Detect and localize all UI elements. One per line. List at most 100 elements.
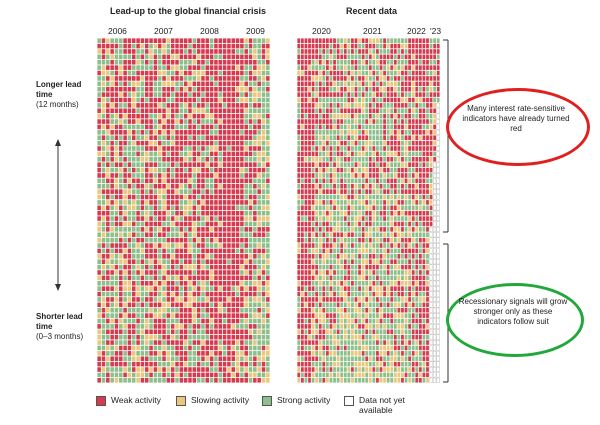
heatmap-cell xyxy=(411,86,415,92)
heatmap-cell xyxy=(144,216,149,221)
heatmap-cell xyxy=(368,205,372,211)
heatmap-cell xyxy=(244,286,248,291)
heatmap-cell xyxy=(140,243,145,248)
heatmap-cell xyxy=(408,108,411,114)
heatmap-cell xyxy=(144,237,149,243)
heatmap-cell xyxy=(183,124,188,130)
heatmap-cell xyxy=(110,351,114,356)
heatmap-cell xyxy=(361,367,365,372)
heatmap-cell xyxy=(422,221,426,227)
heatmap-cell xyxy=(393,124,397,130)
heatmap-cell xyxy=(235,291,240,297)
heatmap-cell xyxy=(365,356,369,362)
heatmap-cell xyxy=(110,65,114,70)
heatmap-cell xyxy=(101,378,106,383)
heatmap-cell xyxy=(408,140,411,146)
heatmap-cell xyxy=(110,54,114,60)
heatmap-cell xyxy=(235,49,240,54)
heatmap-cell xyxy=(397,59,401,65)
heatmap-cell xyxy=(297,378,301,383)
heatmap-cell xyxy=(326,270,329,275)
heatmap-cell xyxy=(123,302,127,308)
heatmap-cell xyxy=(188,302,192,308)
heatmap-cell xyxy=(358,49,361,54)
heatmap-cell xyxy=(376,38,379,43)
heatmap-cell xyxy=(140,361,145,367)
heatmap-cell xyxy=(372,264,376,270)
heatmap-cell xyxy=(326,227,329,232)
heatmap-cell xyxy=(401,334,404,340)
heatmap-cell xyxy=(257,313,261,318)
heatmap-cell xyxy=(393,237,397,243)
heatmap-cell xyxy=(257,351,261,356)
heatmap-cell xyxy=(322,119,326,124)
heatmap-cell xyxy=(343,92,347,97)
heatmap-cell xyxy=(253,124,257,130)
heatmap-cell xyxy=(106,361,110,367)
heatmap-cell xyxy=(322,178,326,184)
heatmap-cell xyxy=(214,189,218,194)
heatmap-cell xyxy=(315,259,319,265)
heatmap-cell xyxy=(351,92,354,97)
heatmap-cell xyxy=(304,49,308,54)
heatmap-cell xyxy=(397,194,401,200)
heatmap-cell xyxy=(408,237,411,243)
heatmap-cell xyxy=(157,119,162,124)
heatmap-cell xyxy=(326,92,329,97)
heatmap-cell xyxy=(397,200,401,205)
heatmap-cell xyxy=(261,340,266,345)
heatmap-cell xyxy=(326,286,329,291)
heatmap-cell xyxy=(372,345,376,351)
heatmap-cell xyxy=(393,49,397,54)
heatmap-cell xyxy=(351,361,354,367)
heatmap-cell xyxy=(358,210,361,216)
heatmap-cell xyxy=(222,108,227,114)
heatmap-cell xyxy=(379,70,383,76)
heatmap-cell xyxy=(308,302,311,308)
heatmap-cell xyxy=(365,200,369,205)
heatmap-cell xyxy=(343,81,347,87)
heatmap-cell xyxy=(365,167,369,173)
heatmap-cell xyxy=(368,124,372,130)
heatmap-cell xyxy=(397,81,401,87)
heatmap-cell xyxy=(415,108,419,114)
heatmap-cell xyxy=(214,76,218,81)
heatmap-cell xyxy=(196,259,201,265)
heatmap-cell xyxy=(209,183,214,189)
heatmap-cell xyxy=(308,151,311,157)
heatmap-cell xyxy=(205,124,210,130)
heatmap-cell xyxy=(166,146,171,151)
heatmap-cell xyxy=(253,280,257,286)
heatmap-cell xyxy=(336,200,340,205)
heatmap-cell xyxy=(222,97,227,103)
heatmap-cell xyxy=(393,361,397,367)
heatmap-cell xyxy=(383,205,386,211)
heatmap-cell xyxy=(318,140,322,146)
heatmap-cell xyxy=(231,243,236,248)
heatmap-cell xyxy=(240,156,244,162)
heatmap-cell xyxy=(240,178,244,184)
heatmap-cell xyxy=(175,280,179,286)
heatmap-cell xyxy=(393,372,397,378)
heatmap-cell xyxy=(157,237,162,243)
heatmap-cell xyxy=(333,200,336,205)
heatmap-cell xyxy=(422,119,426,124)
heatmap-cell xyxy=(333,340,336,345)
heatmap-cell xyxy=(315,140,319,146)
heatmap-cell xyxy=(361,351,365,356)
heatmap-cell xyxy=(183,302,188,308)
heatmap-cell xyxy=(244,324,248,329)
heatmap-cell xyxy=(196,103,201,108)
heatmap-cell xyxy=(227,248,231,254)
heatmap-cell xyxy=(188,227,192,232)
heatmap-cell xyxy=(166,324,171,329)
heatmap-cell xyxy=(235,221,240,227)
heatmap-cell xyxy=(201,259,205,265)
heatmap-cell xyxy=(340,318,344,324)
heatmap-cell xyxy=(248,367,253,372)
heatmap-cell xyxy=(351,302,354,308)
heatmap-cell xyxy=(376,135,379,141)
heatmap-cell xyxy=(209,334,214,340)
heatmap-cell xyxy=(326,280,329,286)
heatmap-cell xyxy=(201,183,205,189)
